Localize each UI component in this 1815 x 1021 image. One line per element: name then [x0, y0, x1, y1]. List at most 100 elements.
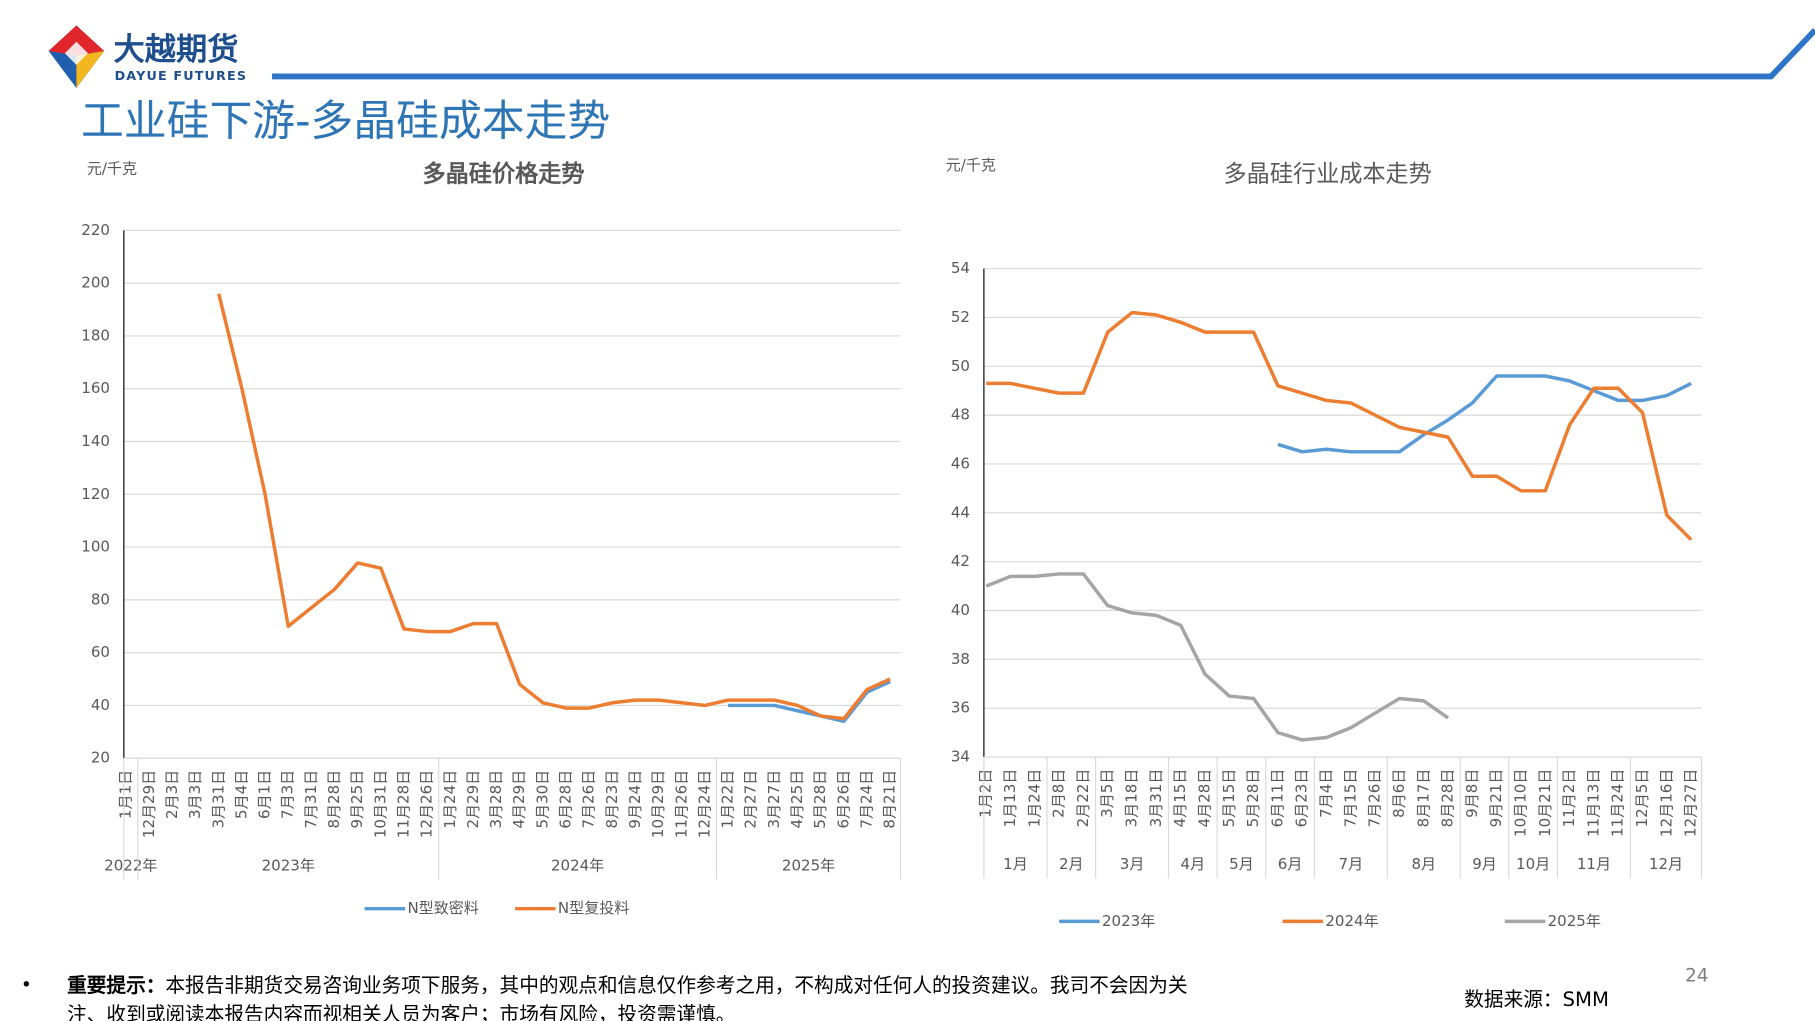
- x-tick-label: 8月28日: [325, 770, 343, 829]
- legend-label: N型致密料: [407, 899, 478, 917]
- x-tick-label: 5月28日: [1244, 769, 1262, 828]
- x-tick-label: 12月24日: [695, 770, 713, 838]
- x-group-label: 2022年: [104, 856, 157, 874]
- x-tick-label: 1月24日: [1025, 769, 1043, 828]
- x-tick-label: 1月13日: [1001, 769, 1019, 828]
- x-group-label: 10月: [1516, 855, 1550, 873]
- x-tick-label: 11月13日: [1584, 769, 1602, 837]
- x-tick-label: 9月21日: [1487, 769, 1505, 828]
- x-tick-label: 9月25日: [348, 770, 366, 829]
- bullet: •: [21, 975, 32, 996]
- legend-label: 2023年: [1102, 912, 1155, 930]
- x-tick-label: 12月27日: [1682, 769, 1700, 837]
- x-group-label: 12月: [1649, 855, 1683, 873]
- chart-title: 多晶硅价格走势: [423, 160, 585, 187]
- x-tick-label: 2月22日: [1074, 769, 1092, 828]
- y-tick-label: 46: [951, 454, 970, 472]
- logo-mark: [64, 41, 88, 65]
- x-tick-label: 6月11日: [1268, 769, 1286, 828]
- y-tick-label: 48: [951, 406, 970, 424]
- x-tick-label: 3月5日: [1098, 769, 1116, 818]
- x-tick-label: 7月24日: [857, 770, 875, 829]
- logo-mark: [76, 50, 105, 89]
- logo-mark: [48, 25, 105, 56]
- series-line: [217, 293, 891, 721]
- x-tick-label: 7月15日: [1341, 769, 1359, 828]
- x-tick-label: 7月26日: [580, 770, 598, 829]
- x-tick-label: 12月26日: [418, 770, 436, 838]
- x-tick-label: 11月26日: [672, 770, 690, 838]
- x-group-label: 2月: [1059, 855, 1084, 873]
- x-tick-label: 3月28日: [487, 770, 505, 829]
- x-tick-label: 12月5日: [1633, 769, 1651, 828]
- x-tick-label: 4月25日: [788, 770, 806, 829]
- y-tick-label: 20: [91, 749, 110, 767]
- y-tick-label: 100: [81, 538, 110, 556]
- x-tick-label: 1月1日: [117, 770, 135, 819]
- y-unit: 元/千克: [946, 156, 996, 174]
- y-tick-label: 40: [951, 601, 970, 619]
- x-tick-label: 6月23日: [1293, 769, 1311, 828]
- y-tick-label: 200: [81, 274, 110, 292]
- x-tick-label: 5月4日: [232, 770, 250, 819]
- legend-label: N型复投料: [558, 899, 629, 917]
- legend-label: 2025年: [1548, 912, 1601, 930]
- x-tick-label: 5月30日: [533, 770, 551, 829]
- logo-name-en: DAYUE FUTURES: [115, 69, 248, 84]
- x-tick-label: 3月27日: [765, 770, 783, 829]
- x-tick-label: 4月15日: [1171, 769, 1189, 828]
- x-tick-label: 8月23日: [603, 770, 621, 829]
- x-group-label: 2023年: [262, 856, 315, 874]
- x-tick-label: 7月26日: [1366, 769, 1384, 828]
- y-tick-label: 50: [951, 357, 970, 375]
- x-group-label: 4月: [1181, 855, 1206, 873]
- y-tick-label: 120: [81, 485, 110, 503]
- x-group-label: 3月: [1120, 855, 1145, 873]
- x-tick-label: 2月29日: [464, 770, 482, 829]
- x-tick-label: 3月31日: [1147, 769, 1165, 828]
- page-title: 工业硅下游-多晶硅成本走势: [81, 96, 610, 146]
- x-group-label: 8月: [1411, 855, 1436, 873]
- x-tick-label: 1月2日: [977, 769, 995, 818]
- x-group-label: 2024年: [551, 856, 604, 874]
- x-tick-label: 10月31日: [371, 770, 389, 838]
- y-tick-label: 42: [951, 552, 970, 570]
- x-tick-label: 1月22日: [719, 770, 737, 829]
- y-tick-label: 60: [91, 643, 110, 661]
- chart-title: 多晶硅行业成本走势: [1224, 161, 1432, 187]
- x-tick-label: 5月15日: [1220, 769, 1238, 828]
- y-tick-label: 80: [91, 590, 110, 608]
- header-rule: [272, 28, 1815, 80]
- x-tick-label: 6月26日: [834, 770, 852, 829]
- x-tick-label: 2月27日: [742, 770, 760, 829]
- legend-label: 2024年: [1325, 912, 1378, 930]
- y-tick-label: 52: [951, 308, 970, 326]
- y-tick-label: 160: [81, 379, 110, 397]
- x-tick-label: 7月4日: [1317, 769, 1335, 818]
- series-line: [1277, 374, 1692, 454]
- disclaimer-text: 本报告非期货交易咨询业务项下服务，其中的观点和信息仅作参考之用，不构成对任何人的…: [165, 974, 1187, 997]
- x-tick-label: 10月21日: [1536, 769, 1554, 837]
- x-group-label: 1月: [1003, 855, 1028, 873]
- logo-name: 大越期货: [113, 32, 238, 68]
- x-tick-label: 9月24日: [626, 770, 644, 829]
- x-group-label: 11月: [1577, 855, 1611, 873]
- x-tick-label: 3月31日: [209, 770, 227, 829]
- disclaimer-text: 注、收到或阅读本报告内容而视相关人员为客户；市场有风险，投资需谨慎。: [67, 1003, 735, 1021]
- x-tick-label: 6月28日: [557, 770, 575, 829]
- y-tick-label: 54: [951, 259, 970, 277]
- x-group-label: 6月: [1278, 855, 1303, 873]
- x-tick-label: 2月3日: [163, 770, 181, 819]
- x-tick-label: 7月3日: [279, 770, 297, 819]
- disclaimer-label: 重要提示：: [67, 974, 165, 997]
- x-tick-label: 9月8日: [1463, 769, 1481, 818]
- y-tick-label: 34: [951, 748, 970, 766]
- x-group-label: 2025年: [782, 856, 835, 874]
- y-tick-label: 36: [951, 699, 970, 717]
- x-tick-label: 8月21日: [881, 770, 899, 829]
- x-tick-label: 4月29日: [510, 770, 528, 829]
- x-tick-label: 11月2日: [1560, 769, 1578, 828]
- x-tick-label: 1月24日: [441, 770, 459, 829]
